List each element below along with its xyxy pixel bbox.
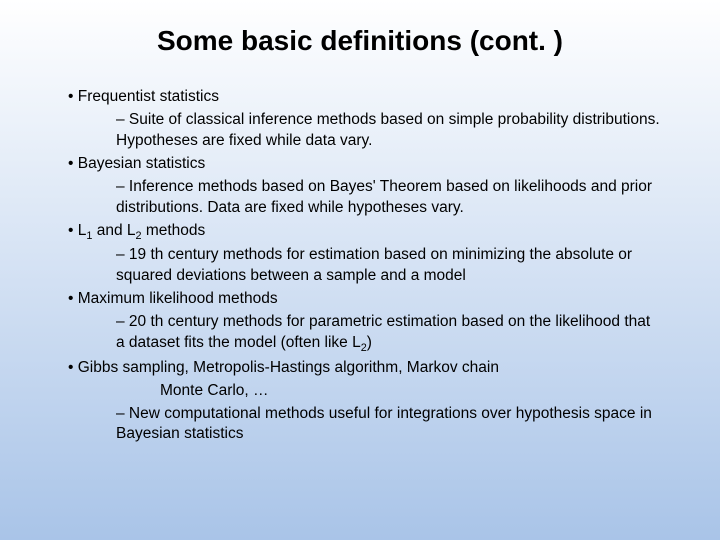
bullet-frequentist: • Frequentist statistics: [60, 87, 660, 108]
l1l2-text-a: • L: [68, 222, 86, 239]
bullet-l1l2: • L1 and L2 methods: [60, 221, 660, 244]
sub-ml: – 20 th century methods for parametric e…: [60, 312, 660, 356]
l1l2-text-b: and L: [92, 222, 135, 239]
sub-frequentist: – Suite of classical inference methods b…: [60, 110, 660, 152]
slide-body: • Frequentist statistics – Suite of clas…: [60, 87, 660, 445]
slide-title: Some basic definitions (cont. ): [60, 25, 660, 57]
sub-bayesian: – Inference methods based on Bayes' Theo…: [60, 177, 660, 219]
slide: Some basic definitions (cont. ) • Freque…: [0, 0, 720, 540]
sub-l1l2: – 19 th century methods for estimation b…: [60, 245, 660, 287]
bullet-gibbs: • Gibbs sampling, Metropolis-Hastings al…: [60, 358, 660, 379]
ml-text-b: ): [367, 334, 372, 351]
bullet-gibbs-cont: Monte Carlo, …: [60, 381, 660, 402]
bullet-ml: • Maximum likelihood methods: [60, 289, 660, 310]
bullet-bayesian: • Bayesian statistics: [60, 154, 660, 175]
sub-gibbs: – New computational methods useful for i…: [60, 404, 660, 446]
ml-text-a: – 20 th century methods for parametric e…: [116, 313, 650, 351]
l1l2-text-c: methods: [142, 222, 206, 239]
